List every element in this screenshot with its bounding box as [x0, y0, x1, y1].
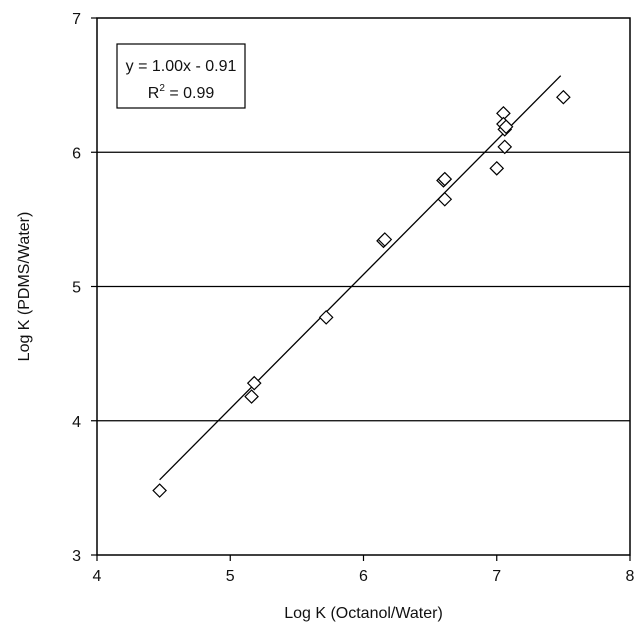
regression-equation: y = 1.00x - 0.91	[126, 58, 237, 75]
data-point	[437, 191, 453, 207]
trendline	[159, 75, 562, 481]
data-point	[244, 389, 259, 404]
data-point	[497, 139, 513, 155]
r-squared-label: R2 = 0.99	[148, 83, 215, 102]
data-points	[152, 89, 571, 498]
data-point	[489, 161, 505, 176]
x-axis-title: Log K (Octanol/Water)	[284, 605, 443, 622]
x-tick-label: 5	[226, 568, 235, 585]
r-squared-symbol: R	[148, 85, 160, 102]
data-point	[437, 171, 453, 187]
r-squared-superscript: 2	[159, 83, 165, 94]
data-point	[377, 232, 393, 247]
x-axis-ticks: 4 5 6 7 8	[93, 555, 635, 585]
y-tick-label: 5	[72, 280, 81, 297]
equation-box: y = 1.00x - 0.91 R2 = 0.99	[116, 43, 246, 109]
data-point	[246, 375, 262, 391]
y-axis-ticks: 3 4 5 6 7	[72, 11, 97, 565]
y-tick-label: 7	[72, 11, 81, 28]
y-tick-label: 3	[72, 548, 81, 565]
x-tick-label: 6	[359, 568, 368, 585]
x-tick-label: 7	[492, 568, 501, 585]
x-tick-label: 4	[93, 568, 102, 585]
y-tick-label: 4	[72, 414, 81, 431]
data-point	[498, 119, 514, 135]
data-point	[152, 483, 167, 498]
data-point	[318, 310, 334, 325]
r-squared-value: = 0.99	[165, 85, 214, 102]
data-point	[556, 89, 571, 105]
y-axis-title: Log K (PDMS/Water)	[16, 212, 33, 362]
gridlines	[97, 151, 630, 422]
y-tick-label: 6	[72, 145, 81, 162]
x-tick-label: 8	[626, 568, 635, 585]
equation-box-border	[116, 43, 246, 109]
